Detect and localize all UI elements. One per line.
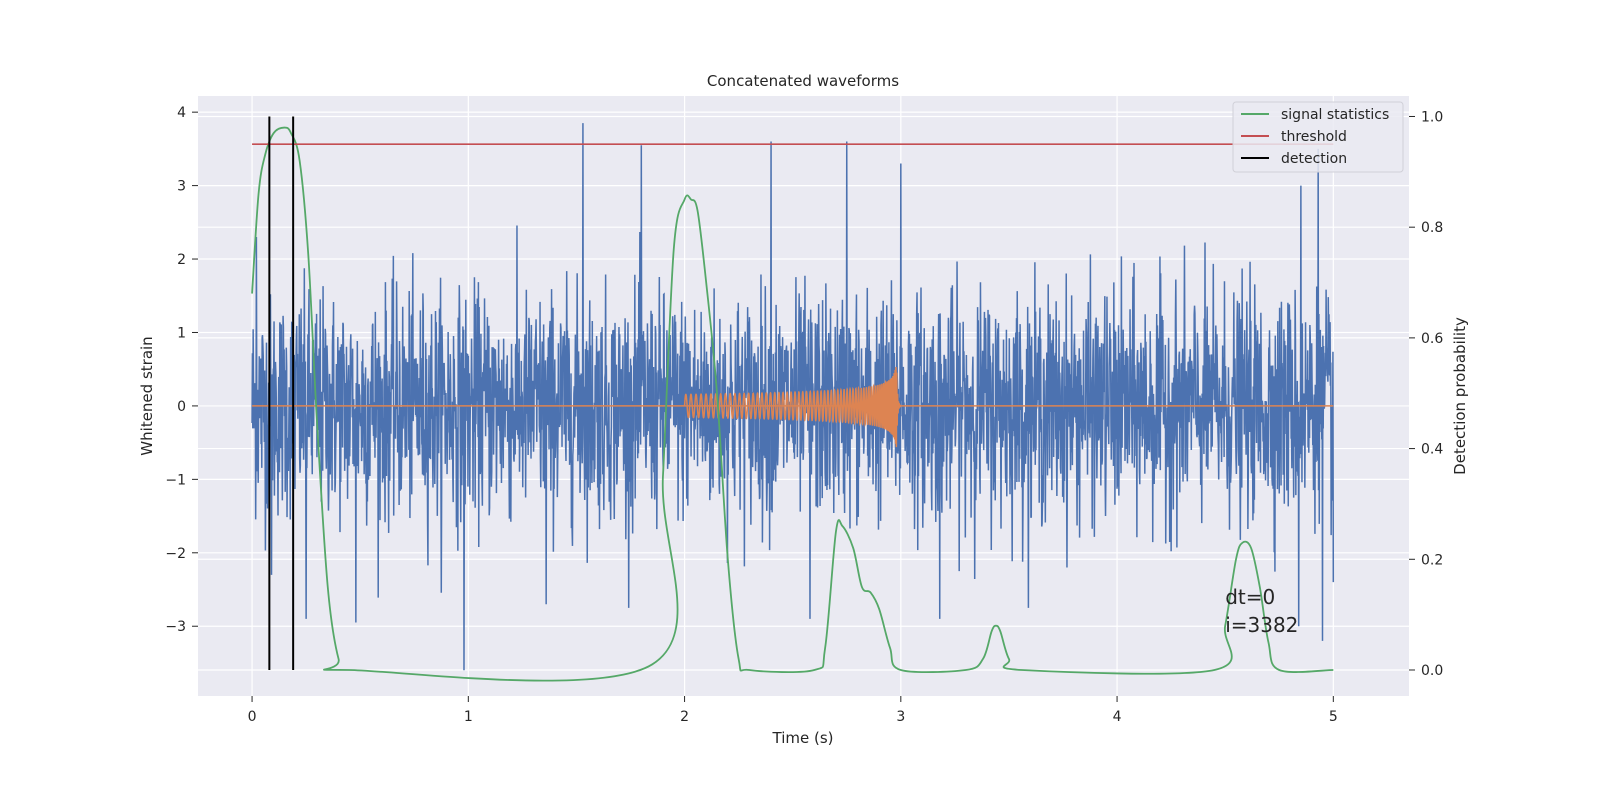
y2-tick-label: 0.0 (1421, 663, 1443, 679)
legend-box (1232, 101, 1404, 173)
detection-series (268, 116, 295, 670)
chart-title: Concatenated waveforms (707, 72, 899, 90)
injection-line (683, 366, 902, 448)
y-axis-left: −3 −2 −1 0 1 2 3 4 (165, 105, 198, 635)
y-tick-label: −2 (165, 546, 186, 562)
annotation-text: dt=0 (1225, 585, 1275, 609)
y-tick-label: 3 (177, 179, 186, 195)
x-axis: 0 1 2 3 4 5 (248, 696, 1338, 725)
y2-tick-label: 0.4 (1421, 442, 1443, 458)
x-tick-label: 5 (1329, 709, 1338, 725)
y-tick-label: 4 (177, 105, 186, 121)
signal-statistics-series (251, 126, 1334, 682)
legend: signal statistics threshold detection (1232, 101, 1404, 173)
y-tick-label: 1 (177, 325, 186, 341)
legend-label: signal statistics (1281, 107, 1389, 123)
x-axis-label: Time (s) (772, 729, 834, 747)
y-axis-label: Whitened strain (138, 336, 156, 455)
annotation-text: i=3382 (1225, 613, 1298, 637)
y-tick-label: 0 (177, 399, 186, 415)
x-tick-label: 3 (896, 709, 905, 725)
x-tick-label: 2 (680, 709, 689, 725)
x-tick-label: 0 (248, 709, 257, 725)
signal-statistics-line (251, 126, 1334, 682)
y2-tick-label: 1.0 (1421, 109, 1443, 125)
x-tick-label: 1 (464, 709, 473, 725)
y2-tick-label: 0.2 (1421, 552, 1443, 568)
x-tick-label: 4 (1113, 709, 1122, 725)
y-tick-label: 2 (177, 252, 186, 268)
y-tick-label: −1 (165, 472, 186, 488)
y-tick-label: −3 (165, 619, 186, 635)
y2-axis-label: Detection probability (1451, 317, 1469, 475)
y2-tick-label: 0.6 (1421, 331, 1443, 347)
injection-series (252, 366, 1334, 448)
annotations: dt=0 i=3382 (1225, 585, 1298, 637)
legend-label: detection (1281, 151, 1347, 167)
legend-label: threshold (1281, 129, 1347, 145)
y-axis-right: 0.0 0.2 0.4 0.6 0.8 1.0 (1409, 109, 1443, 679)
y2-tick-label: 0.8 (1421, 220, 1443, 236)
